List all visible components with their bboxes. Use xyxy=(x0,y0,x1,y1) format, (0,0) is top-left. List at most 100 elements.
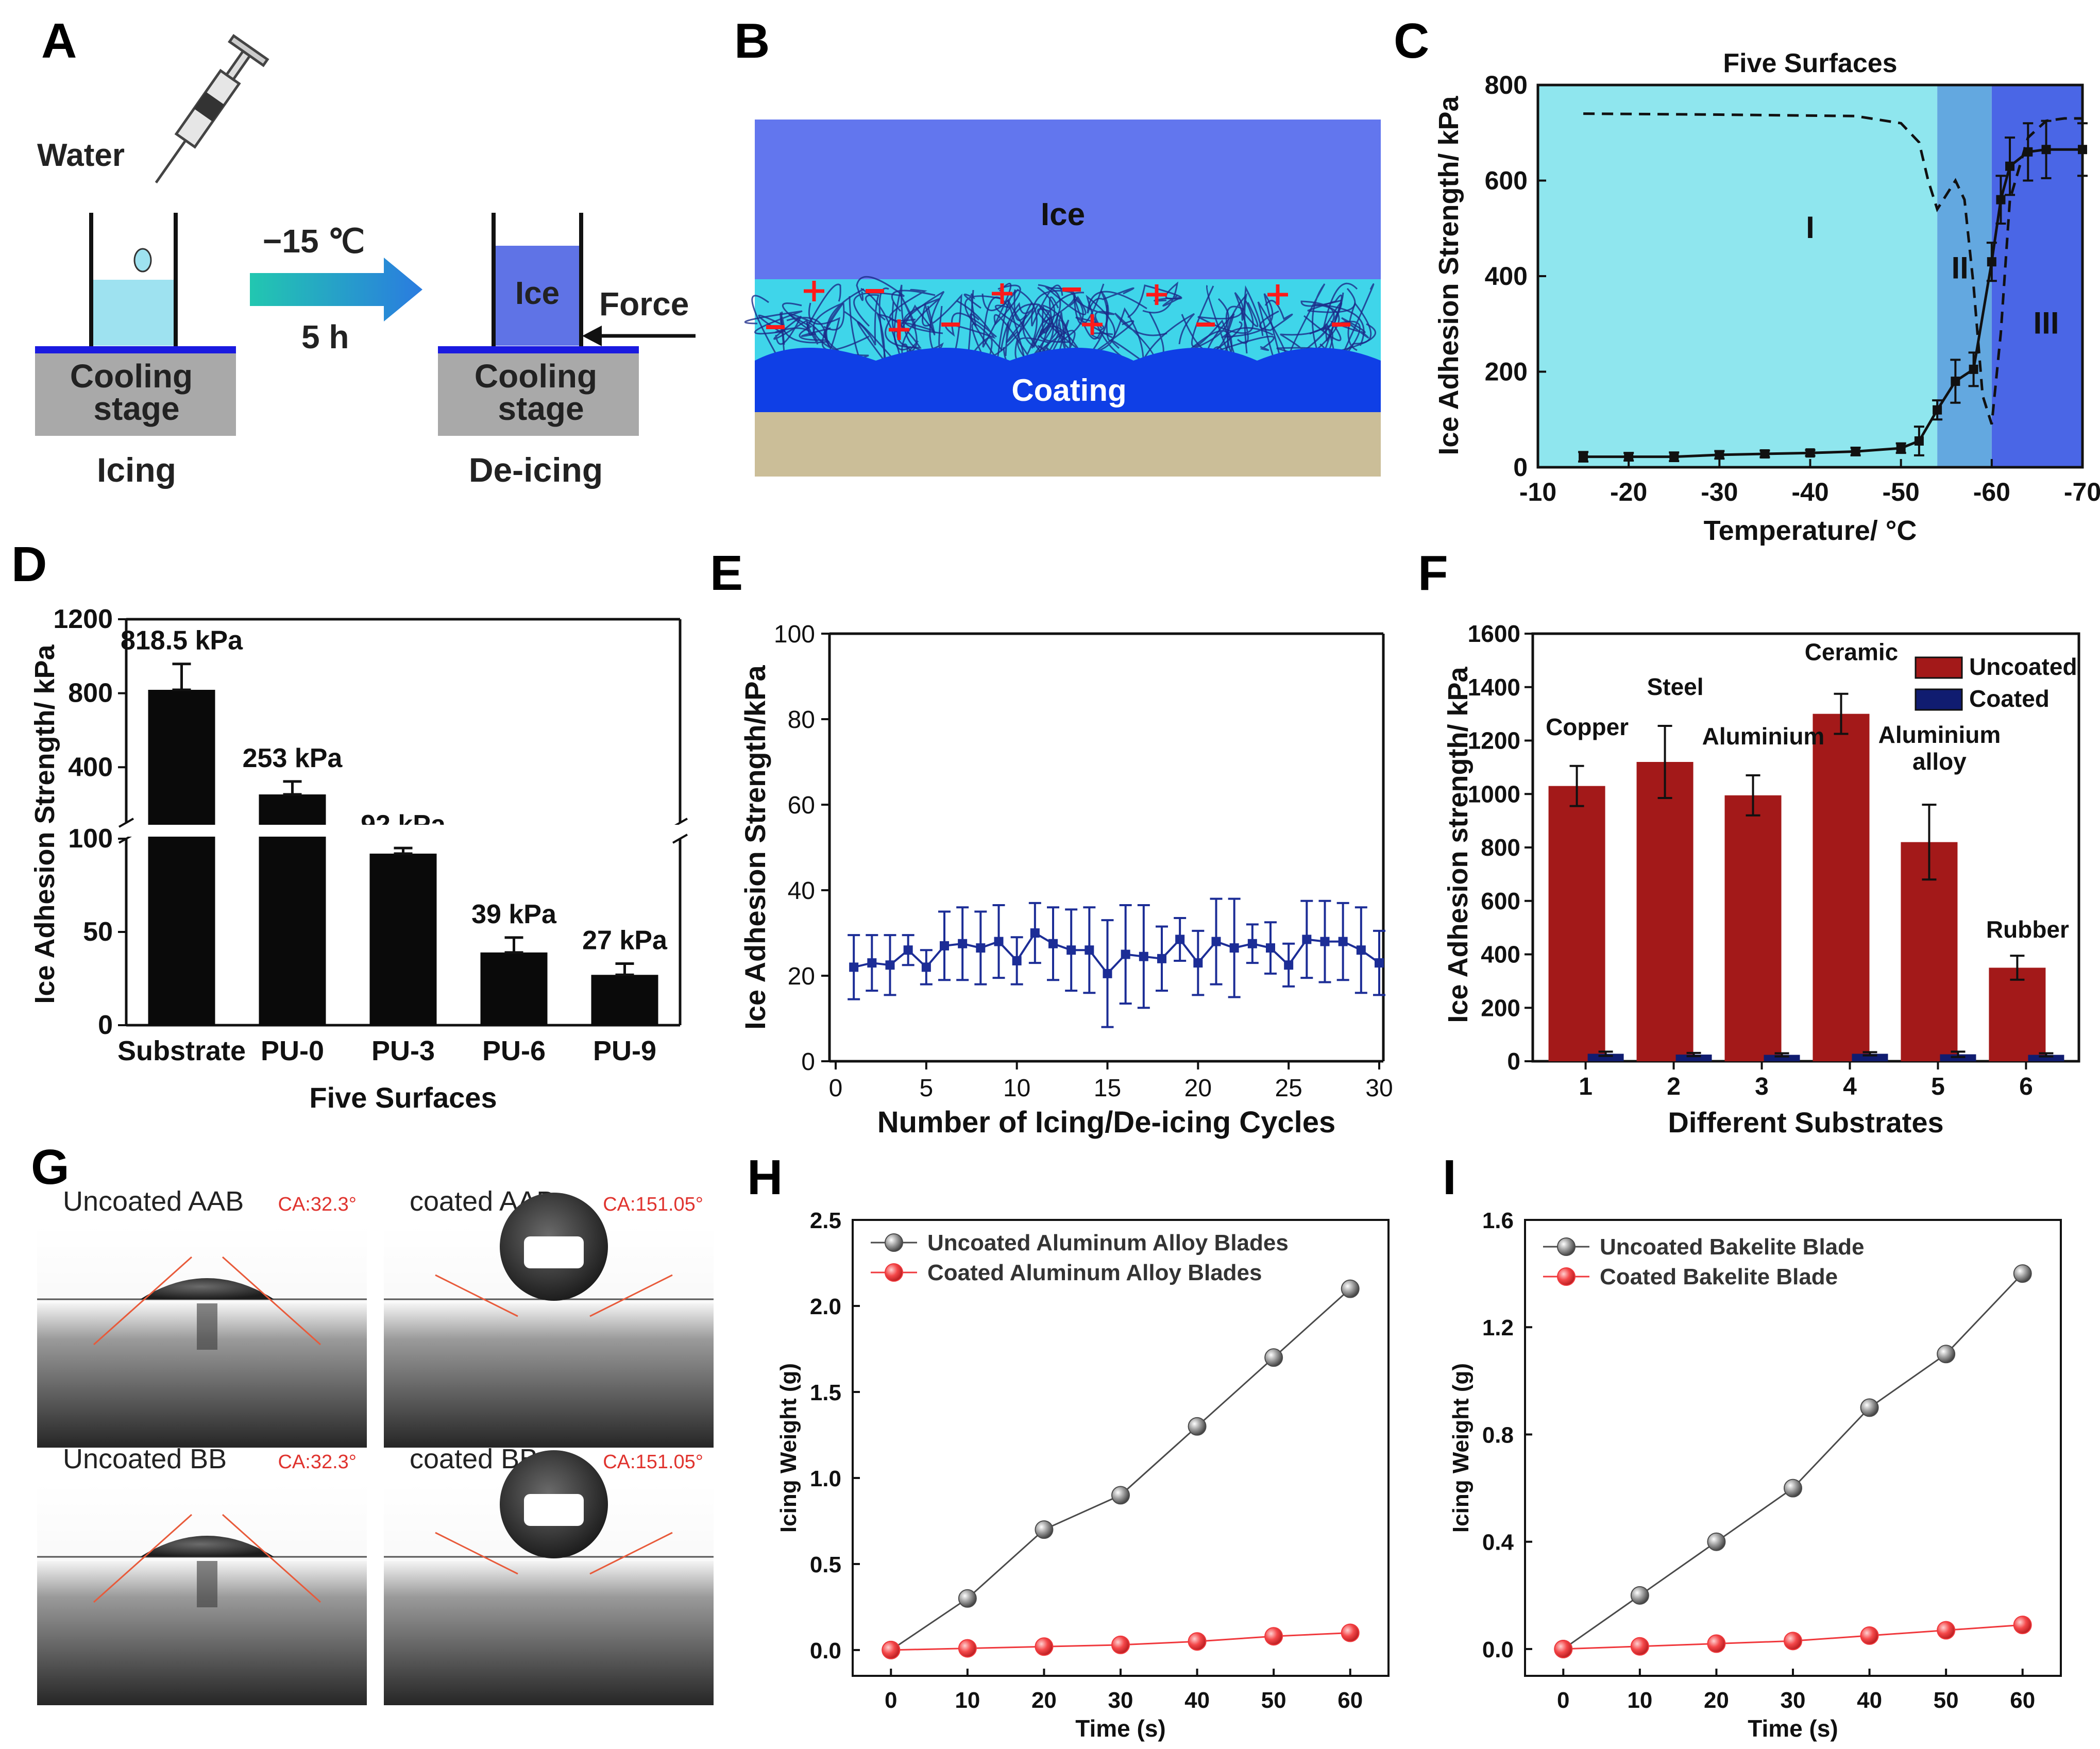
data-point xyxy=(1969,364,1978,374)
region-label-I: I xyxy=(1806,210,1815,245)
polymer-chain xyxy=(1197,292,1254,344)
y-tick-label: 600 xyxy=(1485,166,1528,195)
data-point xyxy=(921,962,931,972)
data-point xyxy=(885,960,895,970)
category-name-label: Aluminium alloy xyxy=(1878,721,2001,775)
polymer-chain xyxy=(1306,303,1377,359)
legend-label: Uncoated xyxy=(1969,653,2077,680)
data-point xyxy=(1264,1348,1283,1367)
chart-title: Five Surfaces xyxy=(1723,48,1897,78)
legend-marker xyxy=(1557,1267,1576,1286)
data-point xyxy=(1341,1623,1360,1642)
data-point xyxy=(1193,958,1203,968)
polymer-chain xyxy=(1221,293,1282,361)
data-point xyxy=(958,1589,977,1608)
y-tick-label: 2.0 xyxy=(810,1294,841,1319)
data-point xyxy=(1356,945,1366,955)
y-tick-label: 80 xyxy=(788,706,815,734)
droplet-highlight xyxy=(524,1494,584,1526)
temperature-label: −15 ℃ xyxy=(263,223,365,260)
polymer-chain xyxy=(782,283,841,330)
ice-in-beaker xyxy=(496,246,579,346)
data-point xyxy=(1284,960,1294,970)
bar-uncoated xyxy=(1636,762,1693,1061)
data-point xyxy=(1707,1532,1726,1551)
ice-label-b: Ice xyxy=(1041,197,1085,232)
force-label: Force xyxy=(599,285,689,322)
bar-value-label: 818.5 kPa xyxy=(121,626,243,656)
plot-frame xyxy=(852,1219,1390,1677)
x-tick-label: 0 xyxy=(1557,1688,1569,1713)
tangent-line xyxy=(222,1256,321,1346)
polymer-chain xyxy=(1299,292,1344,355)
data-point xyxy=(1175,935,1185,944)
x-tick-label: PU-3 xyxy=(371,1035,435,1066)
series-line xyxy=(853,931,1380,975)
charges xyxy=(766,281,1350,340)
cooling-stage-right-line2: stage xyxy=(498,390,584,427)
x-tick-label: 2 xyxy=(1667,1073,1681,1100)
coating-label: Coating xyxy=(1011,373,1126,407)
y-tick-label: 2.5 xyxy=(810,1208,841,1233)
panel-d: D 0 50 100 400 800 1200 818.5 kPa Substrate 253 … xyxy=(11,537,688,1114)
data-point xyxy=(2005,161,2015,171)
data-point xyxy=(1035,1637,1054,1656)
y-tick-label: 0 xyxy=(98,1010,113,1040)
y-tick-label: 600 xyxy=(1481,888,1520,914)
bar xyxy=(369,853,437,1025)
bar xyxy=(480,952,548,1025)
polymer-chain xyxy=(1309,283,1375,368)
category-name-label: Aluminium xyxy=(1702,723,1825,750)
region-II-band xyxy=(1937,85,1992,467)
y-tick-label: 800 xyxy=(1485,71,1528,99)
data-point xyxy=(1103,969,1112,978)
panel-letter-i: I xyxy=(1443,1150,1457,1205)
deicing-label: De-icing xyxy=(469,451,603,489)
x-tick-label: 30 xyxy=(1781,1688,1806,1713)
x-tick-label: -50 xyxy=(1883,478,1920,506)
bar-value-label: 253 kPa xyxy=(243,743,343,773)
panel-letter-a: A xyxy=(41,13,77,69)
needle-shadow xyxy=(197,1303,217,1350)
data-point xyxy=(1630,1637,1649,1656)
coating-layer xyxy=(755,348,1381,412)
x-tick-label: 6 xyxy=(2019,1073,2033,1100)
y-axis-label: Icing Weight (g) xyxy=(1448,1363,1474,1533)
y-tick-label: 400 xyxy=(1481,941,1520,968)
bar-coated xyxy=(1587,1054,1624,1061)
y-tick-label: 400 xyxy=(68,752,113,782)
photo-substrate xyxy=(384,1561,714,1705)
data-point xyxy=(958,1639,977,1658)
cooling-stage-left-line1: Cooling xyxy=(70,358,193,395)
x-tick-label: 10 xyxy=(1627,1688,1652,1713)
chart-h: 0 10 20 30 40 50 60 0.0 0.5 1.0 1.5 2.0 2.5 Time (s) I… xyxy=(776,1208,1390,1742)
legend-label: Coated xyxy=(1969,685,2050,712)
legend-swatch xyxy=(1915,688,1963,711)
x-tick-label: 50 xyxy=(1934,1688,1959,1713)
polymer-chain xyxy=(1073,283,1115,329)
data-point xyxy=(1085,945,1094,955)
panel-letter-f: F xyxy=(1418,546,1448,601)
data-point xyxy=(1624,452,1634,462)
panel-g: G Uncoated AAB CA:32.3° coated AAB CA:151.0… xyxy=(31,1140,714,1705)
y-tick-label: 100 xyxy=(774,621,815,648)
data-point xyxy=(1211,937,1221,946)
polymer-chain xyxy=(812,288,865,349)
x-tick-label: 3 xyxy=(1755,1073,1769,1100)
syringe-icon xyxy=(155,34,269,184)
x-tick-label: 30 xyxy=(1108,1688,1133,1713)
cooling-stage-right-line1: Cooling xyxy=(475,358,597,395)
x-tick-label: 20 xyxy=(1184,1075,1212,1102)
photo-substrate xyxy=(384,1303,714,1448)
data-point xyxy=(849,962,859,972)
legend-marker xyxy=(885,1263,903,1282)
time-label: 5 h xyxy=(301,318,349,355)
bar-coated xyxy=(1764,1055,1800,1061)
y-tick-label: 800 xyxy=(68,678,113,708)
y-tick-label: 50 xyxy=(83,917,113,947)
x-tick-label: PU-9 xyxy=(593,1035,656,1066)
chart-f: 0 200 400 600 800 1000 1200 1400 1600 1 2 3 4 5 6 Coppe… xyxy=(1443,620,2080,1139)
data-point xyxy=(1229,943,1239,953)
process-arrow-icon xyxy=(250,258,422,321)
